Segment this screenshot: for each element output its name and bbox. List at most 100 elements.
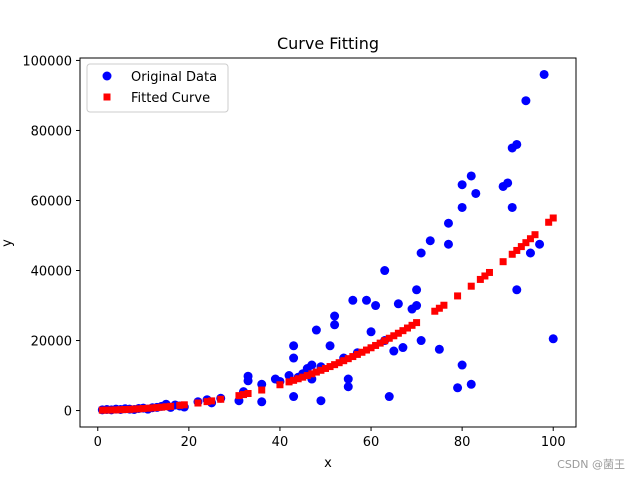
original-data-point: [466, 171, 476, 181]
fitted-curve-point: [148, 404, 156, 412]
original-data-point: [548, 334, 558, 344]
fitted-curve-point: [180, 401, 188, 409]
original-data-point: [325, 341, 335, 351]
legend-box: [86, 63, 229, 113]
fitted-curve-point: [194, 399, 202, 407]
legend-marker-original-data: [102, 71, 112, 81]
fitted-curve-point: [522, 239, 530, 247]
series-fitted-curve: [98, 214, 557, 414]
original-data-point: [412, 301, 422, 311]
original-data-point: [535, 239, 545, 249]
fitted-curve-point: [344, 355, 352, 363]
fitted-curve-point: [454, 292, 462, 300]
original-data-point: [393, 299, 403, 309]
fitted-curve-point: [367, 344, 375, 352]
fitted-curve-point: [385, 334, 393, 342]
fitted-curve-point: [399, 327, 407, 335]
original-data-point: [243, 376, 253, 386]
y-tick-label: 100000: [22, 54, 72, 69]
fitted-curve-point: [549, 214, 557, 222]
fitted-curve-point: [107, 406, 115, 414]
fitted-curve-point: [235, 392, 243, 400]
fitted-curve-point: [244, 389, 252, 397]
fitted-curve-point: [317, 366, 325, 374]
original-data-point: [457, 202, 467, 212]
original-data-point: [443, 239, 453, 249]
fitted-curve-point: [408, 321, 416, 329]
original-data-point: [443, 218, 453, 228]
legend-marker-fitted-curve: [103, 93, 111, 101]
watermark: CSDN @菌王: [557, 458, 625, 471]
y-axis-ticks: 0 20000 40000 60000 80000 100000: [22, 54, 80, 420]
original-data-point: [366, 327, 376, 337]
fitted-curve-point: [312, 368, 320, 376]
fitted-curve-point: [526, 235, 534, 243]
original-data-point: [398, 343, 408, 353]
x-tick-label: 0: [94, 435, 102, 450]
fitted-curve-point: [431, 307, 439, 315]
x-tick-label: 100: [541, 435, 566, 450]
fitted-curve-point: [294, 375, 302, 383]
fitted-curve-point: [103, 406, 111, 414]
original-data-point: [466, 379, 476, 389]
fitted-curve-point: [499, 258, 507, 266]
original-data-point: [371, 301, 381, 311]
fitted-curve-point: [258, 386, 266, 394]
original-data-point: [425, 236, 435, 246]
fitted-curve-point: [126, 405, 134, 413]
legend: Original Data Fitted Curve: [86, 63, 229, 113]
original-data-point: [416, 248, 426, 258]
original-data-point: [512, 285, 522, 295]
fitted-curve-point: [130, 405, 138, 413]
fitted-curve-point: [98, 406, 106, 414]
original-data-point: [412, 285, 422, 295]
fitted-curve-point: [162, 403, 170, 411]
y-tick-label: 80000: [31, 124, 72, 139]
original-data-point: [348, 295, 358, 305]
original-data-point: [380, 266, 390, 276]
fitted-curve-point: [517, 243, 525, 251]
original-data-point: [384, 392, 394, 402]
fitted-curve-point: [545, 218, 553, 226]
y-tick-label: 0: [64, 405, 72, 420]
original-data-point: [257, 397, 267, 407]
fitted-curve-point: [208, 397, 216, 405]
fitted-curve-point: [440, 301, 448, 309]
fitted-curve-point: [485, 268, 493, 276]
original-data-point: [330, 311, 340, 321]
original-data-point: [416, 336, 426, 346]
fitted-curve-point: [240, 391, 248, 399]
chart-title: Curve Fitting: [277, 34, 379, 53]
original-data-point: [361, 295, 371, 305]
original-data-point: [525, 248, 535, 258]
original-data-point: [330, 320, 340, 330]
fitted-curve-point: [403, 324, 411, 332]
y-tick-label: 60000: [31, 194, 72, 209]
fitted-curve-point: [394, 329, 402, 337]
fitted-curve-point: [203, 398, 211, 406]
original-data-point: [512, 139, 522, 149]
x-tick-label: 40: [272, 435, 289, 450]
fitted-curve-point: [326, 363, 334, 371]
original-data-point: [507, 202, 517, 212]
fitted-curve-point: [135, 405, 143, 413]
original-data-point: [503, 178, 513, 188]
fitted-curve-point: [413, 319, 421, 327]
fitted-curve-point: [176, 401, 184, 409]
x-axis-label: x: [324, 456, 332, 471]
original-data-point: [343, 374, 353, 384]
fitted-curve-point: [139, 405, 147, 413]
fitted-curve-point: [362, 346, 370, 354]
fitted-curve-point: [390, 332, 398, 340]
x-tick-label: 60: [363, 435, 380, 450]
original-data-point: [457, 180, 467, 190]
fitted-curve-point: [381, 337, 389, 345]
fitted-curve-point: [513, 246, 521, 254]
original-data-point: [311, 325, 321, 335]
fitted-curve-point: [376, 339, 384, 347]
fitted-curve-point: [158, 403, 166, 411]
fitted-curve-point: [299, 373, 307, 381]
fitted-curve-point: [285, 378, 293, 386]
original-data-point: [289, 341, 299, 351]
